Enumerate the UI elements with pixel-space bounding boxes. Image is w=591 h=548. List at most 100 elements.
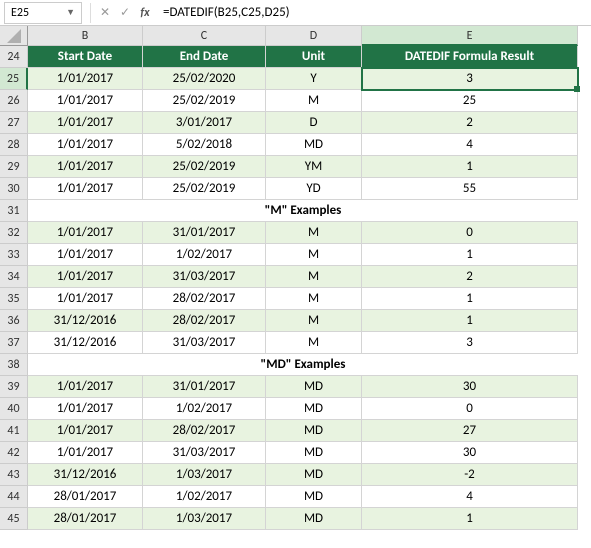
cell[interactable]: 1/01/2017: [28, 420, 143, 442]
cell[interactable]: 28/02/2017: [143, 288, 266, 310]
cell[interactable]: 31/12/2016: [28, 464, 143, 486]
cell[interactable]: YM: [266, 156, 362, 178]
cell[interactable]: 31/03/2017: [143, 332, 266, 354]
cell[interactable]: 25: [362, 90, 578, 112]
cell[interactable]: 28/01/2017: [28, 508, 143, 530]
cell[interactable]: D: [266, 112, 362, 134]
cell[interactable]: 1/01/2017: [28, 134, 143, 156]
cell[interactable]: 1/01/2017: [28, 68, 143, 90]
row-header-30[interactable]: 30: [0, 178, 28, 200]
cell[interactable]: 3/01/2017: [143, 112, 266, 134]
cell[interactable]: M: [266, 90, 362, 112]
cell[interactable]: 31/01/2017: [143, 222, 266, 244]
col-header-C[interactable]: C: [143, 26, 266, 46]
cell[interactable]: 3: [362, 68, 578, 90]
cell[interactable]: 1/03/2017: [143, 464, 266, 486]
col-header-E[interactable]: E: [362, 26, 578, 46]
formula-input[interactable]: =DATEDIF(B25,C25,D25): [155, 5, 591, 20]
cell[interactable]: 0: [362, 222, 578, 244]
cell[interactable]: MD: [266, 134, 362, 156]
row-header-25[interactable]: 25: [0, 68, 28, 90]
row-header-27[interactable]: 27: [0, 112, 28, 134]
cell[interactable]: 28/02/2017: [143, 310, 266, 332]
row-header-38[interactable]: 38: [0, 354, 28, 376]
cell[interactable]: MD: [266, 420, 362, 442]
cell[interactable]: 25/02/2020: [143, 68, 266, 90]
cell[interactable]: MD: [266, 398, 362, 420]
cell[interactable]: 1/01/2017: [28, 156, 143, 178]
fx-icon[interactable]: fx: [135, 6, 155, 20]
row-header-26[interactable]: 26: [0, 90, 28, 112]
cell[interactable]: 1: [362, 288, 578, 310]
cell[interactable]: 31/03/2017: [143, 442, 266, 464]
cell[interactable]: 30: [362, 442, 578, 464]
cell[interactable]: 2: [362, 266, 578, 288]
cell[interactable]: MD: [266, 442, 362, 464]
row-header-42[interactable]: 42: [0, 442, 28, 464]
cell[interactable]: M: [266, 222, 362, 244]
cell[interactable]: -2: [362, 464, 578, 486]
cell[interactable]: 28/02/2017: [143, 420, 266, 442]
cell[interactable]: 28/01/2017: [28, 486, 143, 508]
cell[interactable]: 30: [362, 376, 578, 398]
cell[interactable]: 1/01/2017: [28, 178, 143, 200]
cell[interactable]: 1/01/2017: [28, 288, 143, 310]
cell[interactable]: 1/02/2017: [143, 244, 266, 266]
row-header-29[interactable]: 29: [0, 156, 28, 178]
row-header-41[interactable]: 41: [0, 420, 28, 442]
section-label[interactable]: "MD" Examples: [28, 354, 578, 376]
chevron-down-icon[interactable]: ▼: [66, 7, 75, 18]
cell[interactable]: 1/01/2017: [28, 244, 143, 266]
cell[interactable]: 1/01/2017: [28, 442, 143, 464]
row-header-44[interactable]: 44: [0, 486, 28, 508]
cell[interactable]: 1/02/2017: [143, 398, 266, 420]
name-box[interactable]: E25 ▼: [4, 2, 82, 24]
cell[interactable]: 1/01/2017: [28, 398, 143, 420]
cell[interactable]: 2: [362, 112, 578, 134]
cell[interactable]: Y: [266, 68, 362, 90]
cell[interactable]: 31/12/2016: [28, 332, 143, 354]
cell[interactable]: 31/12/2016: [28, 310, 143, 332]
cell[interactable]: 31/03/2017: [143, 266, 266, 288]
cell[interactable]: 1/01/2017: [28, 112, 143, 134]
row-header-43[interactable]: 43: [0, 464, 28, 486]
cell[interactable]: M: [266, 266, 362, 288]
cell[interactable]: 25/02/2019: [143, 90, 266, 112]
col-header-B[interactable]: B: [28, 26, 143, 46]
select-all-corner[interactable]: [0, 26, 28, 46]
cell[interactable]: M: [266, 310, 362, 332]
cell[interactable]: MD: [266, 464, 362, 486]
row-header-31[interactable]: 31: [0, 200, 28, 222]
row-header-24[interactable]: 24: [0, 46, 28, 68]
cell[interactable]: 25/02/2019: [143, 178, 266, 200]
row-header-32[interactable]: 32: [0, 222, 28, 244]
row-header-39[interactable]: 39: [0, 376, 28, 398]
cell[interactable]: 1/02/2017: [143, 486, 266, 508]
cell[interactable]: MD: [266, 486, 362, 508]
cell[interactable]: YD: [266, 178, 362, 200]
row-header-45[interactable]: 45: [0, 508, 28, 530]
cell[interactable]: MD: [266, 508, 362, 530]
cell[interactable]: 1: [362, 244, 578, 266]
cell[interactable]: 31/01/2017: [143, 376, 266, 398]
cell[interactable]: 1: [362, 310, 578, 332]
cell[interactable]: 3: [362, 332, 578, 354]
cell[interactable]: 4: [362, 134, 578, 156]
cell[interactable]: 5/02/2018: [143, 134, 266, 156]
cell[interactable]: 1: [362, 156, 578, 178]
cell[interactable]: 1: [362, 508, 578, 530]
cell[interactable]: 1/01/2017: [28, 222, 143, 244]
cell[interactable]: 0: [362, 398, 578, 420]
row-header-40[interactable]: 40: [0, 398, 28, 420]
cell[interactable]: M: [266, 244, 362, 266]
row-header-36[interactable]: 36: [0, 310, 28, 332]
cell[interactable]: 27: [362, 420, 578, 442]
cell[interactable]: M: [266, 288, 362, 310]
col-header-D[interactable]: D: [266, 26, 362, 46]
row-header-33[interactable]: 33: [0, 244, 28, 266]
cancel-icon[interactable]: ✕: [95, 5, 115, 20]
accept-icon[interactable]: ✓: [115, 5, 135, 20]
row-header-28[interactable]: 28: [0, 134, 28, 156]
cell[interactable]: 1/01/2017: [28, 376, 143, 398]
cell[interactable]: M: [266, 332, 362, 354]
